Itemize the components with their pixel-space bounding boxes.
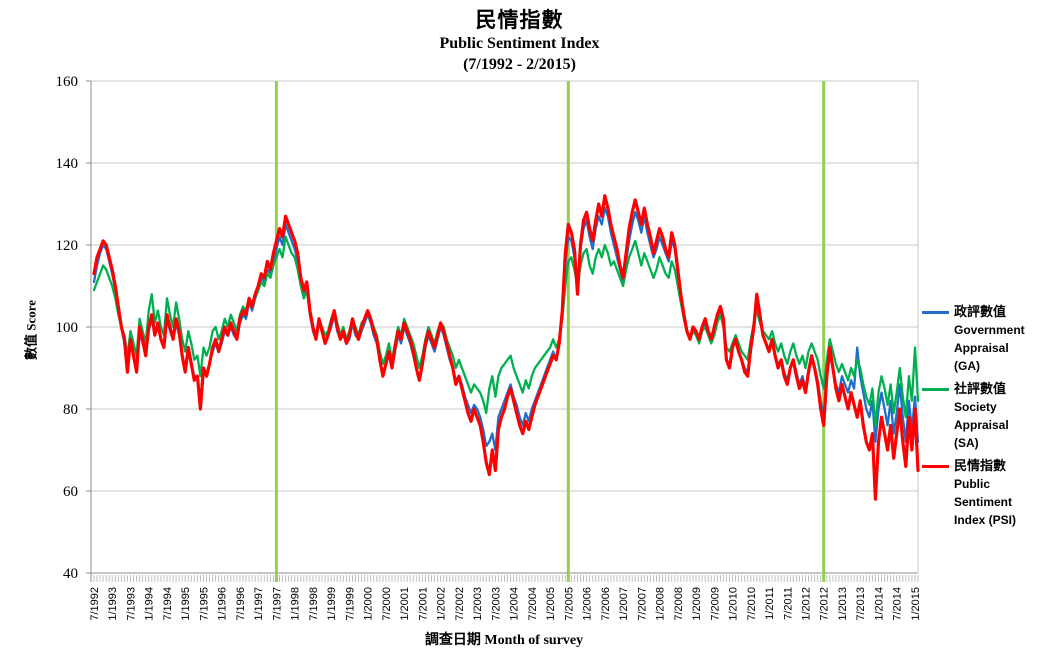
svg-text:1/2004: 1/2004 [509, 587, 521, 621]
chart-title-block: 民情指數 Public Sentiment Index (7/1992 - 2/… [0, 7, 1039, 76]
svg-text:60: 60 [63, 484, 78, 500]
legend-ga-en2: Appraisal [954, 341, 1009, 355]
svg-text:1/1996: 1/1996 [217, 587, 229, 621]
chart-legend: 政評數值 Government Appraisal (GA) 社評數值 Soci… [922, 303, 1039, 534]
legend-psi-en2: Sentiment [954, 495, 1013, 509]
svg-text:40: 40 [63, 566, 78, 582]
svg-text:1/2002: 1/2002 [436, 587, 448, 621]
legend-item-ga: 政評數值 Government Appraisal (GA) [922, 303, 1039, 375]
svg-text:160: 160 [56, 74, 79, 90]
svg-text:1/2014: 1/2014 [874, 587, 886, 621]
svg-text:7/2005: 7/2005 [563, 587, 575, 621]
svg-text:7/2004: 7/2004 [527, 587, 539, 621]
sa-line-icon [922, 388, 949, 391]
svg-text:7/2012: 7/2012 [819, 587, 831, 621]
svg-text:1/2003: 1/2003 [472, 587, 484, 621]
svg-text:7/1998: 7/1998 [308, 587, 320, 621]
chart-title-en: Public Sentiment Index [439, 35, 600, 53]
svg-text:7/1997: 7/1997 [271, 587, 283, 621]
legend-ga-en3: (GA) [954, 359, 980, 373]
legend-item-sa: 社評數值 Society Appraisal (SA) [922, 380, 1039, 452]
svg-text:1/2005: 1/2005 [545, 587, 557, 621]
ga-line-icon [922, 311, 949, 314]
svg-text:1/2009: 1/2009 [691, 587, 703, 621]
svg-text:7/2011: 7/2011 [782, 587, 794, 620]
series-line-psi [92, 194, 920, 501]
x-axis-tick-labels: 7/1992 1/1993 7/1993 1/1994 7/1994 1/1995 7/19… [89, 587, 922, 621]
svg-text:7/1993: 7/1993 [126, 587, 138, 621]
svg-text:7/2014: 7/2014 [892, 587, 904, 621]
svg-text:1/1999: 1/1999 [326, 587, 338, 621]
legend-psi-en1: Public [954, 477, 991, 491]
svg-text:140: 140 [56, 156, 79, 172]
gridlines-and-y-axis: 40 60 80 100 120 140 160 [56, 74, 919, 582]
svg-text:7/2013: 7/2013 [855, 587, 867, 621]
svg-text:7/1992: 7/1992 [89, 587, 101, 621]
svg-text:1/1997: 1/1997 [253, 587, 265, 621]
svg-text:80: 80 [63, 402, 78, 418]
svg-text:1/2015: 1/2015 [910, 587, 922, 621]
svg-text:120: 120 [56, 238, 79, 254]
svg-text:1/2012: 1/2012 [801, 587, 813, 621]
svg-text:7/2007: 7/2007 [636, 587, 648, 621]
svg-text:7/2010: 7/2010 [746, 587, 758, 621]
svg-text:7/2000: 7/2000 [381, 587, 393, 621]
chart-title-range: (7/1992 - 2/2015) [463, 56, 576, 74]
psi-line-icon [922, 465, 949, 468]
legend-psi-zh: 民情指數 [954, 458, 1007, 473]
svg-text:1/2008: 1/2008 [655, 587, 667, 621]
svg-text:1/1993: 1/1993 [107, 587, 119, 621]
x-axis-minor-ticks [93, 575, 919, 582]
series-line-ga [92, 206, 920, 452]
chart-title-zh: 民情指數 [475, 8, 564, 32]
svg-text:7/2006: 7/2006 [600, 587, 612, 621]
svg-text:7/1995: 7/1995 [199, 587, 211, 621]
legend-sa-en1: Society [954, 400, 997, 414]
svg-text:1/1994: 1/1994 [144, 587, 156, 621]
svg-text:7/2001: 7/2001 [417, 587, 429, 621]
legend-ga-zh: 政評數值 [954, 304, 1007, 319]
svg-text:7/1999: 7/1999 [344, 587, 356, 621]
y-axis-title: 數值 Score [23, 299, 39, 361]
svg-text:7/2009: 7/2009 [709, 587, 721, 621]
svg-text:1/2000: 1/2000 [363, 587, 375, 621]
svg-text:7/1996: 7/1996 [235, 587, 247, 621]
svg-text:7/2008: 7/2008 [673, 587, 685, 621]
svg-text:1/2011: 1/2011 [764, 587, 776, 620]
svg-text:1/2007: 1/2007 [618, 587, 630, 621]
legend-sa-zh: 社評數值 [954, 381, 1007, 396]
svg-text:1/2006: 1/2006 [582, 587, 594, 621]
legend-sa-en2: Appraisal [954, 418, 1009, 432]
svg-text:7/2002: 7/2002 [454, 587, 466, 621]
legend-psi-en3: Index (PSI) [954, 513, 1017, 527]
svg-text:1/2001: 1/2001 [399, 587, 411, 621]
series-line-sa [92, 235, 920, 427]
event-marker-lines [274, 81, 826, 582]
svg-text:1/1998: 1/1998 [290, 587, 302, 621]
svg-text:100: 100 [56, 320, 79, 336]
legend-item-psi: 民情指數 Public Sentiment Index (PSI) [922, 457, 1039, 529]
svg-text:7/1994: 7/1994 [162, 587, 174, 621]
legend-sa-en3: (SA) [954, 436, 979, 450]
legend-ga-en1: Government [954, 323, 1025, 337]
svg-text:1/1995: 1/1995 [180, 587, 192, 621]
svg-text:1/2010: 1/2010 [728, 587, 740, 621]
svg-text:7/2003: 7/2003 [490, 587, 502, 621]
svg-text:1/2013: 1/2013 [837, 587, 849, 621]
x-axis-title: 調查日期 Month of survey [424, 633, 584, 648]
